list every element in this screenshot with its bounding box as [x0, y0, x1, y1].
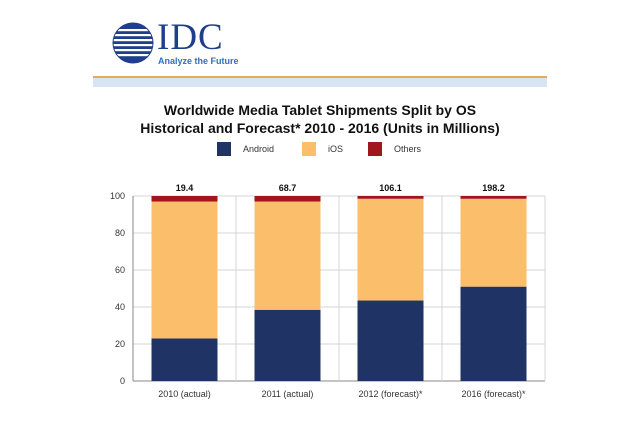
legend-label-ios: iOS: [328, 144, 344, 154]
brand-name: IDC: [157, 17, 224, 58]
x-tick-label-1: 2011 (actual): [262, 389, 314, 399]
bar-segment-others-1: [254, 196, 321, 202]
y-tick-label-80: 80: [115, 228, 125, 238]
y-tick-label-20: 20: [115, 339, 125, 349]
bar-segment-ios-2: [357, 198, 424, 301]
x-tick-label-0: 2010 (actual): [158, 389, 211, 399]
bar-segment-android-3: [460, 286, 527, 381]
legend-label-android: Android: [243, 144, 275, 154]
bar-segment-android-1: [254, 309, 321, 381]
total-label-1: 68.7: [279, 183, 297, 193]
header-divider-gold: [93, 76, 547, 78]
bar-segment-ios-0: [151, 201, 218, 339]
x-tick-label-2: 2012 (forecast)*: [358, 389, 423, 399]
chart-title-line-1: Worldwide Media Tablet Shipments Split b…: [163, 102, 477, 118]
x-tick-label-3: 2016 (forecast)*: [461, 389, 526, 399]
y-tick-label-100: 100: [110, 191, 125, 201]
total-label-2: 106.1: [379, 183, 402, 193]
chart-title: Worldwide Media Tablet Shipments Split b…: [93, 101, 547, 137]
total-label-3: 198.2: [482, 183, 505, 193]
bar-segment-android-0: [151, 338, 218, 381]
y-tick-label-0: 0: [120, 376, 125, 386]
chart-title-line-2: Historical and Forecast* 2010 - 2016 (Un…: [140, 120, 500, 136]
chart-legend: Android iOS Others: [0, 142, 640, 158]
idc-globe-icon: [112, 22, 154, 64]
y-tick-label-60: 60: [115, 265, 125, 275]
bar-segment-others-0: [151, 196, 218, 202]
legend-label-others: Others: [394, 144, 422, 154]
header-divider-blue: [93, 78, 547, 87]
y-tick-label-40: 40: [115, 302, 125, 312]
bar-segment-others-2: [357, 196, 424, 199]
total-label-0: 19.4: [176, 183, 194, 193]
legend-swatch-others: [368, 142, 382, 156]
bar-segment-ios-1: [254, 201, 321, 310]
legend-swatch-ios: [302, 142, 316, 156]
bar-segment-android-2: [357, 300, 424, 381]
bar-segment-ios-3: [460, 198, 527, 287]
brand-tagline: Analyze the Future: [158, 56, 239, 66]
legend-swatch-android: [217, 142, 231, 156]
idc-logo: IDC Analyze the Future: [112, 17, 252, 68]
bar-segment-others-3: [460, 196, 527, 199]
